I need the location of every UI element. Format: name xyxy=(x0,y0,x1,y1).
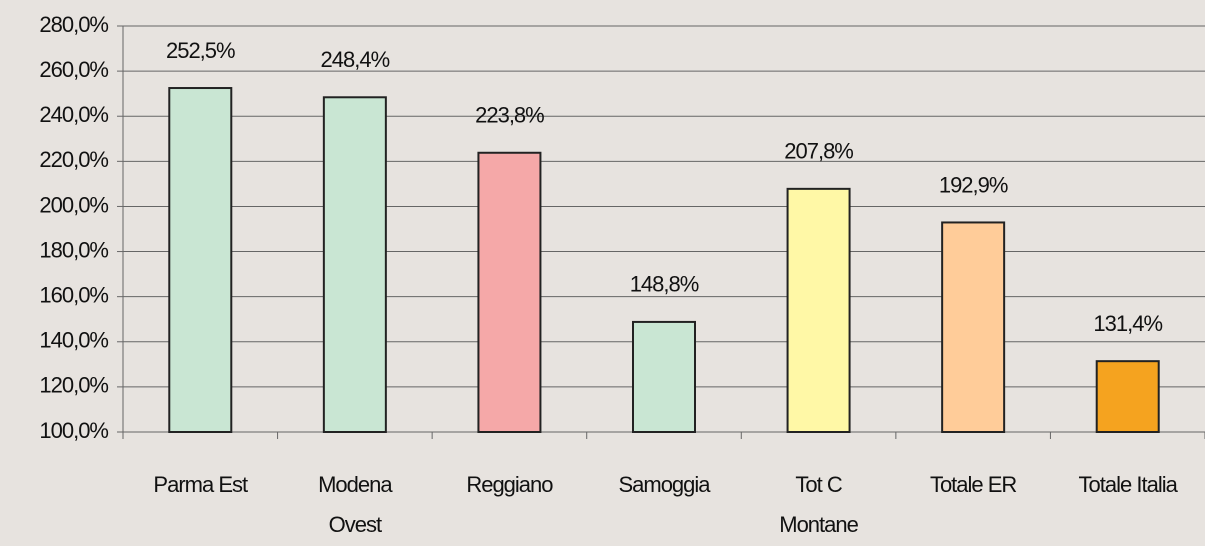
x-tick-label: Modena Ovest xyxy=(318,472,393,537)
bar xyxy=(477,151,542,433)
y-tick-label: 120,0% xyxy=(39,373,108,398)
value-label: 252,5% xyxy=(166,38,235,63)
bar xyxy=(941,221,1006,433)
y-tick-label: 280,0% xyxy=(39,12,108,37)
y-tick-label: 140,0% xyxy=(39,328,108,353)
x-tick-label: Samoggia xyxy=(618,472,710,497)
value-label: 192,9% xyxy=(939,172,1008,197)
bar xyxy=(168,87,233,434)
y-tick-label: 160,0% xyxy=(39,282,108,307)
x-tick-label: Totale Italia xyxy=(1078,472,1178,497)
value-label: 131,4% xyxy=(1093,311,1162,336)
x-tick-label: Parma Est xyxy=(153,472,248,497)
x-tick-label: Reggiano xyxy=(466,472,553,497)
y-tick-label: 200,0% xyxy=(39,192,108,217)
x-tick-label: Totale ER xyxy=(929,472,1017,497)
bar xyxy=(786,187,851,433)
y-tick-label: 100,0% xyxy=(39,418,108,443)
value-label: 223,8% xyxy=(475,103,544,128)
x-tick-label: Tot C Montane xyxy=(779,472,859,537)
bar xyxy=(632,320,696,434)
y-tick-label: 260,0% xyxy=(39,57,108,82)
value-label: 148,8% xyxy=(630,272,699,297)
value-label: 248,4% xyxy=(321,47,390,72)
y-tick-label: 180,0% xyxy=(39,237,108,262)
bar xyxy=(1095,360,1160,434)
y-tick-label: 240,0% xyxy=(39,102,108,127)
value-label: 207,8% xyxy=(784,139,853,164)
y-tick-label: 220,0% xyxy=(39,147,108,172)
bar xyxy=(322,96,387,434)
